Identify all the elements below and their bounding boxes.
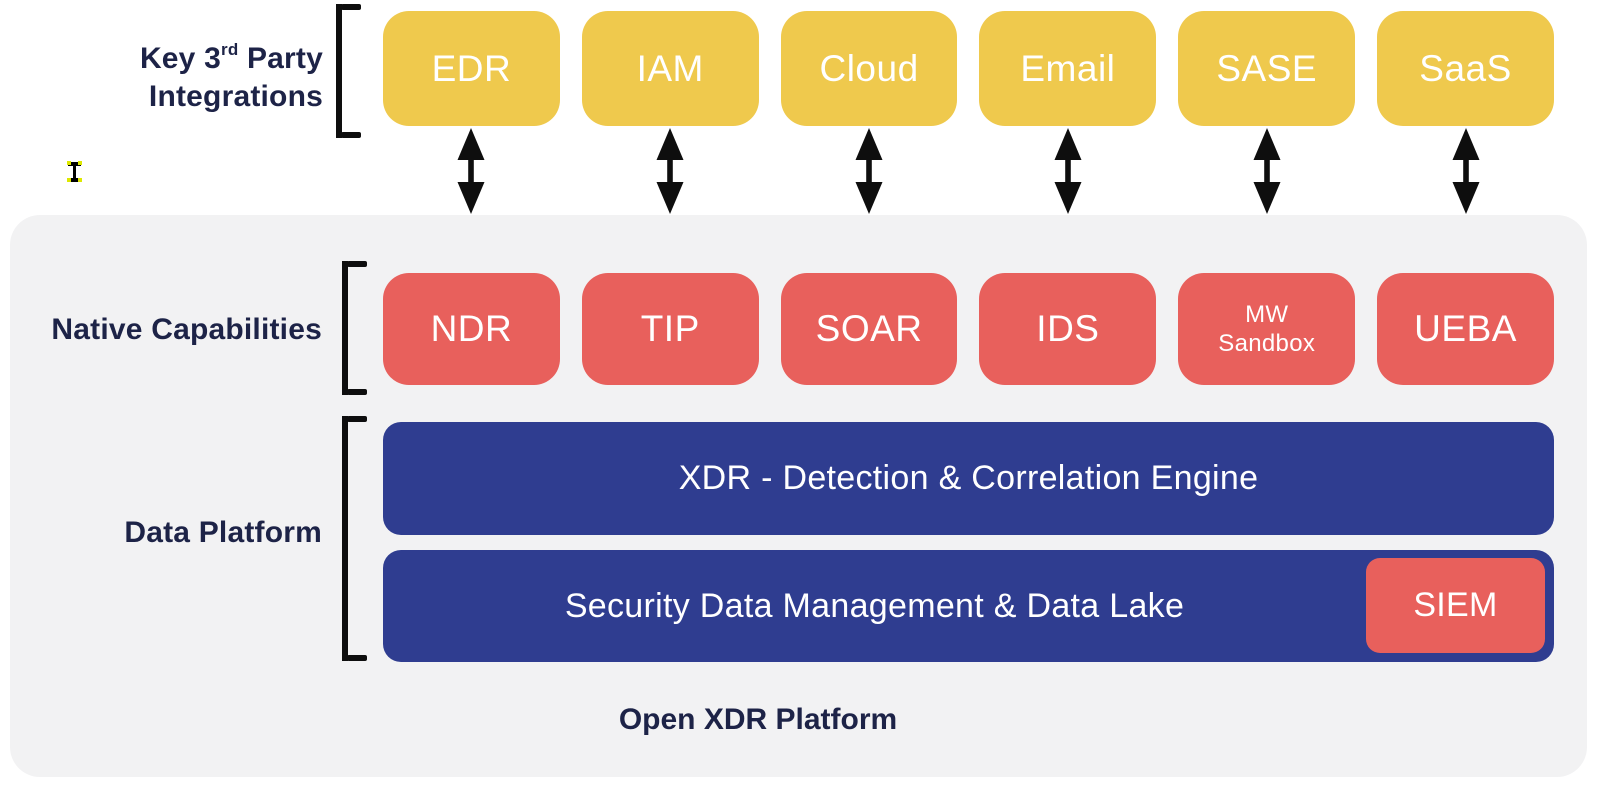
text-cursor-icon [67,161,82,182]
siem-box: SIEM [1366,558,1545,653]
native-capabilities-row: NDR TIP SOAR IDS MW Sandbox UEBA [383,273,1554,385]
data-lake-bar-label: Security Data Management & Data Lake [564,586,1185,625]
integration-box-cloud: Cloud [780,11,958,126]
double-arrow-icon [383,128,560,214]
double-arrow-icon [582,128,759,214]
native-box-tip: TIP [581,273,759,385]
connector-arrows-row [383,128,1554,214]
integration-box-email: Email [979,11,1157,126]
xdr-engine-bar: XDR - Detection & Correlation Engine [383,422,1554,535]
xdr-engine-bar-label: XDR - Detection & Correlation Engine [678,459,1259,497]
data-lake-bar: Security Data Management & Data Lake SIE… [383,550,1554,662]
double-arrow-icon [1178,128,1355,214]
double-arrow-icon [781,128,958,214]
mw-line2: Sandbox [1218,330,1316,357]
native-box-mw-sandbox: MW Sandbox [1178,273,1356,385]
mw-line1: MW [1245,301,1289,328]
platform-caption: Open XDR Platform [618,703,898,736]
integration-box-edr: EDR [383,11,560,126]
integration-box-saas: SaaS [1377,11,1554,126]
double-arrow-icon [1377,128,1554,214]
label-line1: Key 3rd Party [139,40,323,75]
label-line2: Integrations [148,80,323,113]
native-box-ndr: NDR [383,273,560,385]
integration-box-sase: SASE [1178,11,1356,126]
data-platform-bracket [342,416,367,661]
integrations-bracket [336,4,361,138]
double-arrow-icon [979,128,1156,214]
native-box-ids: IDS [979,273,1157,385]
integrations-row: EDR IAM Cloud Email SASE SaaS [383,11,1554,126]
native-capabilities-label: Native Capabilities [51,313,322,346]
data-platform-label: Data Platform [124,516,322,549]
native-box-soar: SOAR [780,273,958,385]
native-box-ueba: UEBA [1377,273,1554,385]
key-3rd-party-integrations-label: Key 3rd Party Integrations [28,31,323,116]
integration-box-iam: IAM [581,11,759,126]
native-capabilities-bracket [342,261,367,395]
